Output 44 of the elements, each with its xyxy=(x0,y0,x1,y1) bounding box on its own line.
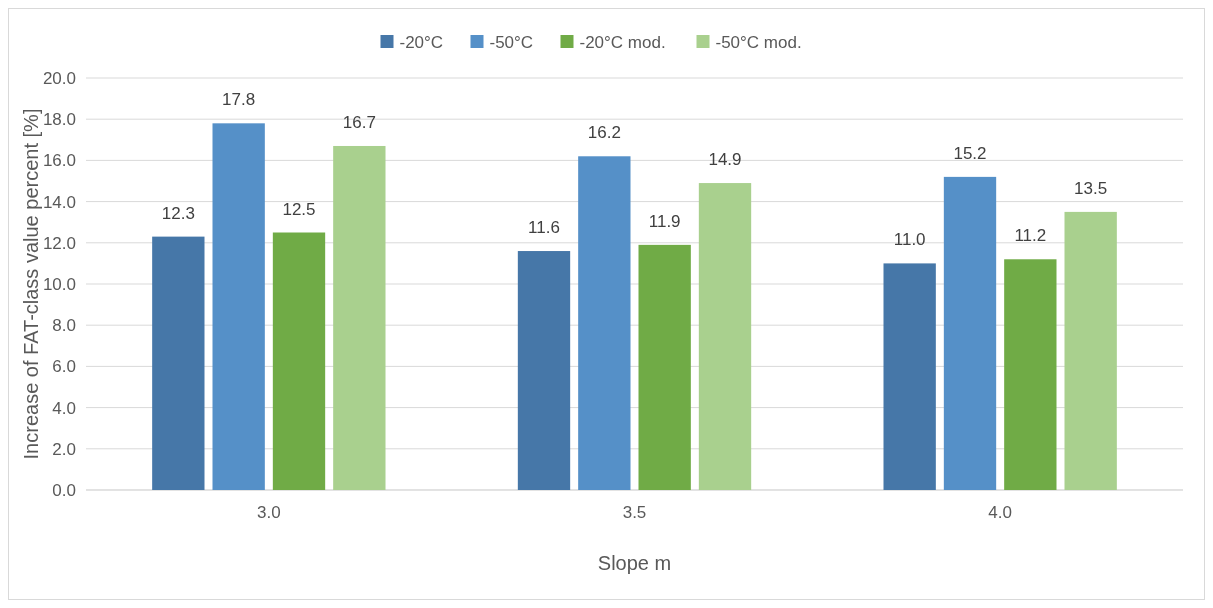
x-tick-label: 3.0 xyxy=(257,503,281,522)
bar xyxy=(333,145,386,490)
y-tick-label: 12.0 xyxy=(42,233,76,253)
bar xyxy=(638,244,691,490)
x-tick-label: 3.5 xyxy=(622,503,647,522)
y-tick-label: 20.0 xyxy=(42,68,76,88)
legend-label: -20°C xyxy=(399,33,444,52)
y-tick-label: 2.0 xyxy=(52,439,76,459)
data-label: 11.6 xyxy=(528,218,560,238)
y-tick-label: 10.0 xyxy=(42,274,76,294)
y-tick-label: 18.0 xyxy=(42,110,76,130)
x-tick-label: 4.0 xyxy=(988,503,1012,522)
legend-label: -20°C mod. xyxy=(579,33,666,52)
y-tick-label: 8.0 xyxy=(52,316,76,336)
y-tick-label: 0.0 xyxy=(52,480,76,500)
data-label: 11.0 xyxy=(893,230,926,250)
bar xyxy=(1064,211,1117,490)
data-label: 17.8 xyxy=(222,90,256,110)
y-tick-label: 6.0 xyxy=(52,357,76,377)
data-label: 16.7 xyxy=(342,112,376,132)
x-axis-title: Slope m xyxy=(597,552,672,574)
data-label: 14.9 xyxy=(708,150,742,170)
data-label: 11.2 xyxy=(1014,226,1047,246)
data-label: 12.5 xyxy=(282,199,316,219)
bar xyxy=(698,183,752,490)
y-tick-label: 14.0 xyxy=(42,192,76,212)
bar xyxy=(1004,259,1057,490)
y-tick-label: 16.0 xyxy=(42,151,76,171)
bar xyxy=(212,123,265,490)
data-label: 16.2 xyxy=(587,123,621,143)
data-label: 12.3 xyxy=(161,203,195,223)
data-label: 11.9 xyxy=(648,211,681,231)
bar xyxy=(943,176,997,490)
legend-label: -50°C mod. xyxy=(715,33,802,52)
data-label: 15.2 xyxy=(953,143,987,163)
data-label: 13.5 xyxy=(1074,178,1108,198)
y-axis-title: Increase of FAT-class value percent [%] xyxy=(20,108,42,460)
bar xyxy=(272,232,326,490)
legend-label: -50°C xyxy=(489,33,534,52)
bar xyxy=(578,156,631,490)
y-tick-label: 4.0 xyxy=(52,398,76,418)
bar xyxy=(517,251,571,490)
bar xyxy=(883,263,936,490)
bar xyxy=(152,236,205,490)
